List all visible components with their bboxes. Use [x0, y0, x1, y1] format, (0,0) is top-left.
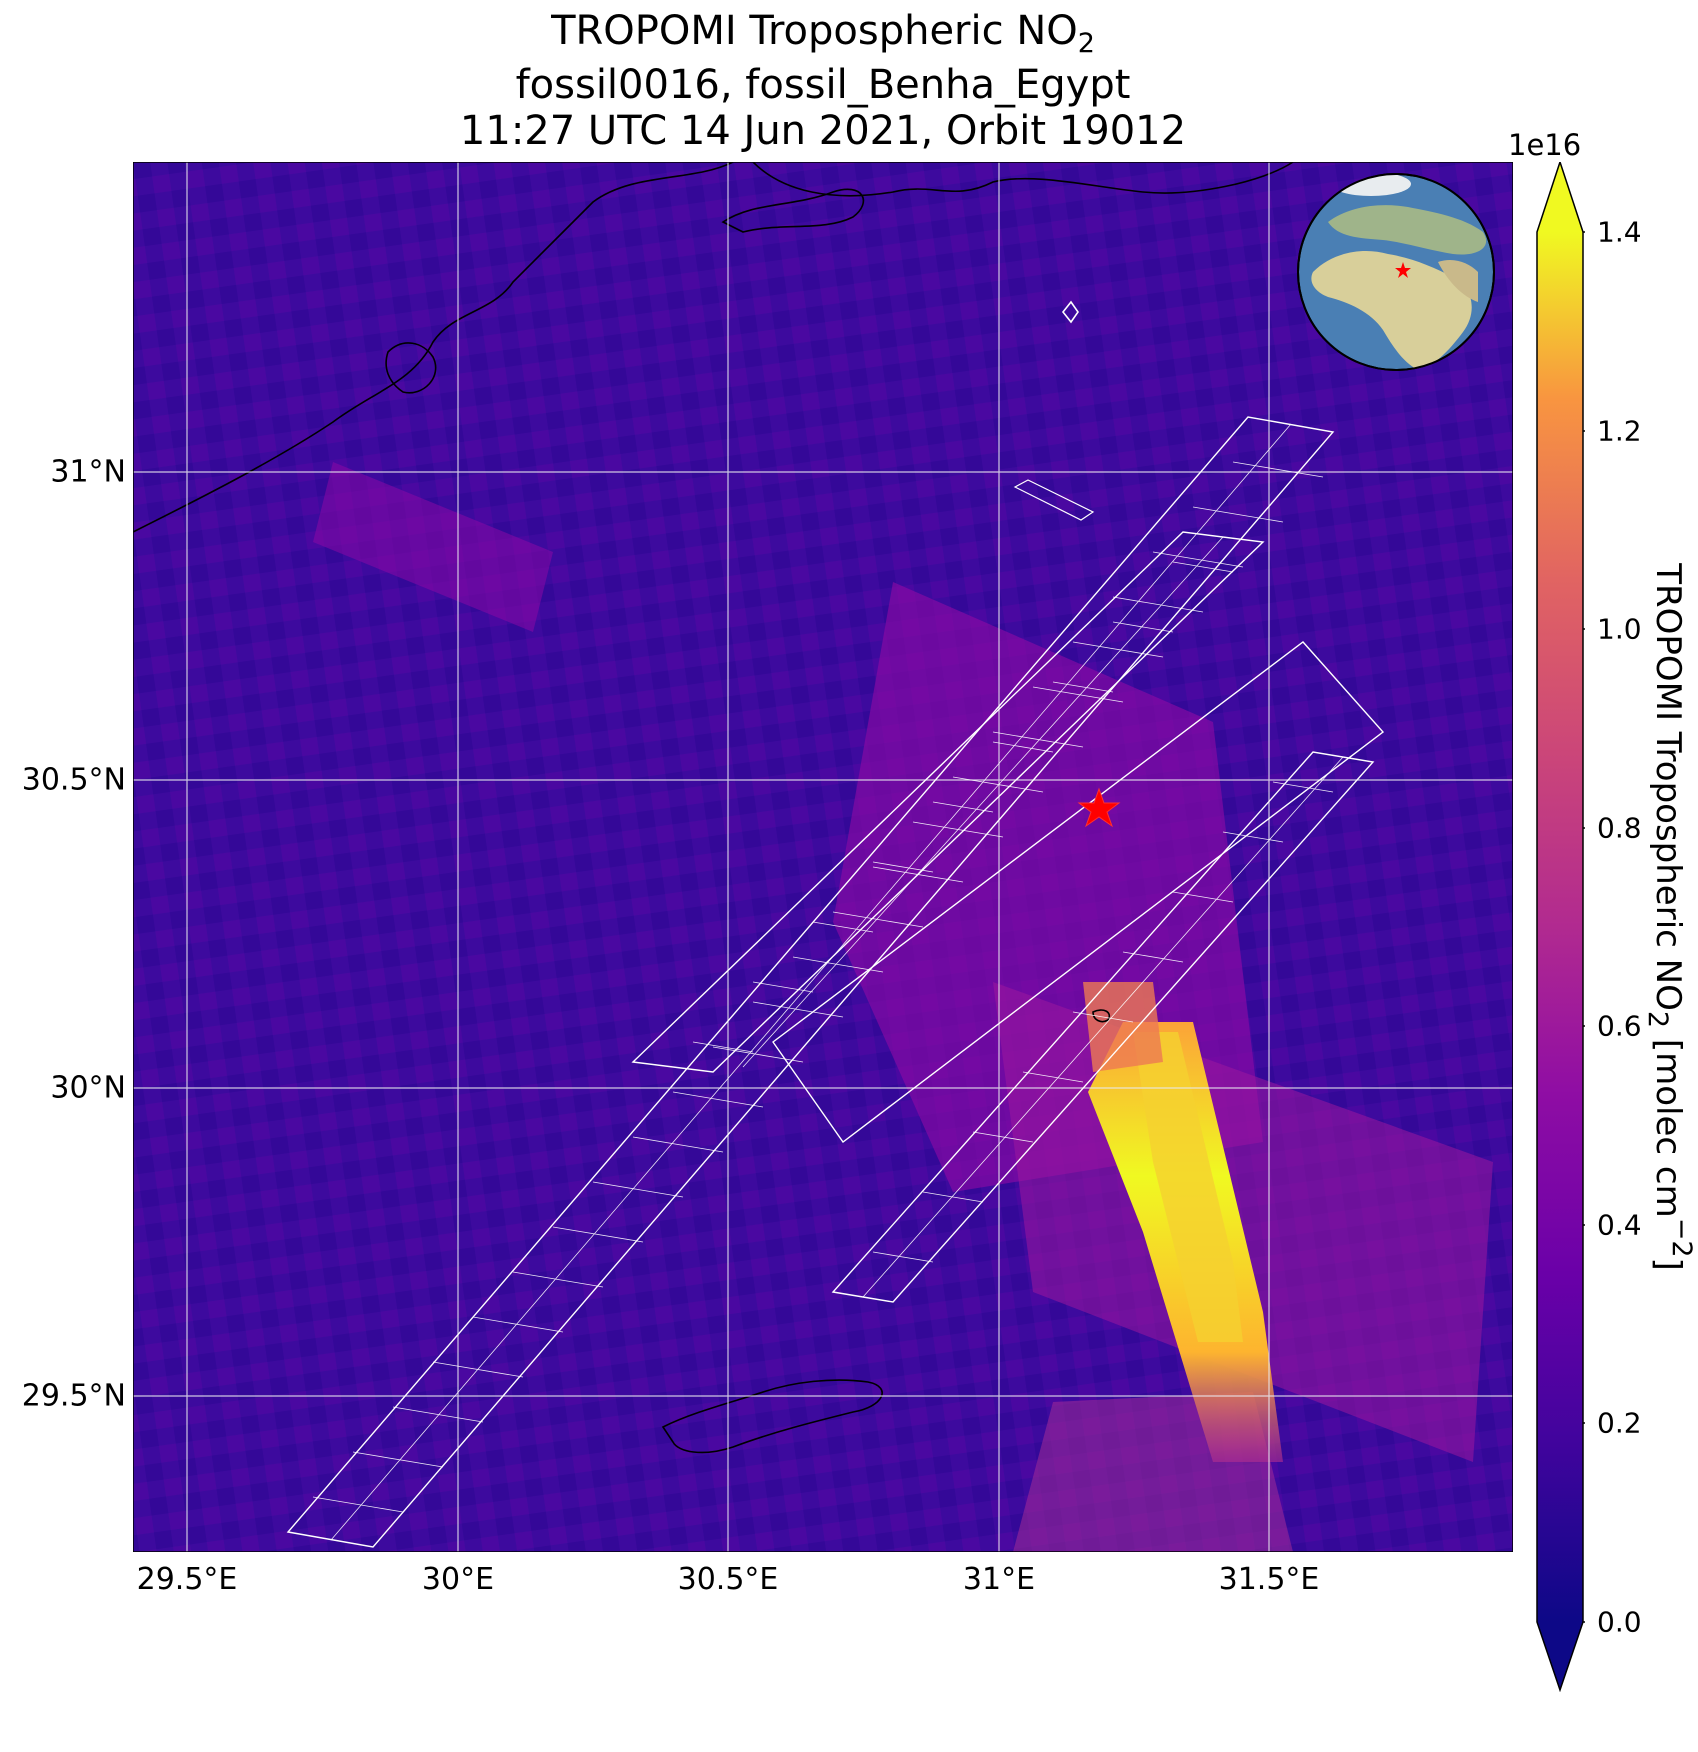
colorbar-tick-label: 1.2	[1597, 414, 1642, 448]
footprint-grid	[286, 416, 1385, 1548]
x-tick-label: 30.5°E	[677, 1562, 779, 1597]
colorbar-label: TROPOMI Tropospheric NO2 [molec cm−2]	[1642, 563, 1697, 1271]
inset-globe-icon	[1297, 173, 1495, 371]
source-credit: Source: NASA/JPL-Caltech	[1217, 1656, 1499, 1681]
colorbar	[1536, 162, 1585, 1692]
colorbar-tick-label: 0.4	[1597, 1208, 1642, 1242]
no2-enhancement-west	[313, 462, 553, 632]
map-gridlines	[133, 162, 1513, 1552]
footprint-swath-short	[831, 751, 1375, 1303]
y-tick-label: 31°N	[50, 454, 126, 490]
chart-title: TROPOMI Tropospheric NO2	[551, 8, 1095, 59]
colorbar-exponent: 1e16	[1508, 128, 1582, 162]
globe-site-marker-star-icon	[1395, 262, 1411, 278]
colorbar-extend-min	[1537, 1622, 1583, 1690]
y-tick-label: 30.5°N	[21, 762, 126, 798]
inland-feature	[1061, 300, 1079, 324]
created-date: Created 12 Oct 2024	[1268, 1627, 1499, 1652]
y-tick-label: 29.5°N	[21, 1378, 126, 1414]
footprint-swath-long	[286, 416, 1335, 1548]
colorbar-tick-label: 1.4	[1597, 215, 1642, 249]
river-fragment	[1092, 1009, 1111, 1023]
chart-subtitle-time: 11:27 UTC 14 Jun 2021, Orbit 19012	[459, 108, 1187, 154]
colorbar-tick-label: 0.6	[1597, 1009, 1642, 1043]
colorbar-tick-label: 1.0	[1597, 612, 1642, 646]
no2-map	[133, 162, 1513, 1552]
colorbar-tick-label: 0.8	[1597, 811, 1642, 845]
footprint-swath-mid	[631, 531, 1265, 1073]
colorbar-tick-label: 0.2	[1597, 1406, 1642, 1440]
credit-text: Created 12 Oct 2024 Source: NASA/JPL-Cal…	[1218, 1625, 1499, 1683]
x-tick-label: 31.5°E	[1218, 1562, 1320, 1597]
coastline-mediterranean	[133, 162, 734, 533]
colorbar-extend-max	[1537, 162, 1583, 232]
footprint-swath-block	[772, 641, 1385, 1143]
site-marker-star-icon	[1077, 787, 1121, 828]
no2-plume-head	[1083, 982, 1163, 1072]
colorbar-gradient	[1537, 232, 1583, 1622]
x-tick-label: 30°E	[421, 1562, 495, 1597]
lake-maryut	[385, 342, 437, 394]
footprint-swath-detached	[1013, 479, 1095, 521]
y-tick-label: 30°N	[50, 1070, 126, 1106]
lake-burullus	[721, 188, 865, 233]
no2-plume-core	[1133, 1032, 1243, 1342]
colorbar-tick-label: 0.0	[1597, 1605, 1642, 1639]
x-tick-label: 29.5°E	[136, 1562, 238, 1597]
coastline-delta	[752, 162, 1294, 197]
x-tick-label: 31°E	[962, 1562, 1036, 1597]
chart-subtitle-site: fossil0016, fossil_Benha_Egypt	[515, 62, 1131, 108]
footprint-grid-cells	[312, 423, 1344, 1541]
